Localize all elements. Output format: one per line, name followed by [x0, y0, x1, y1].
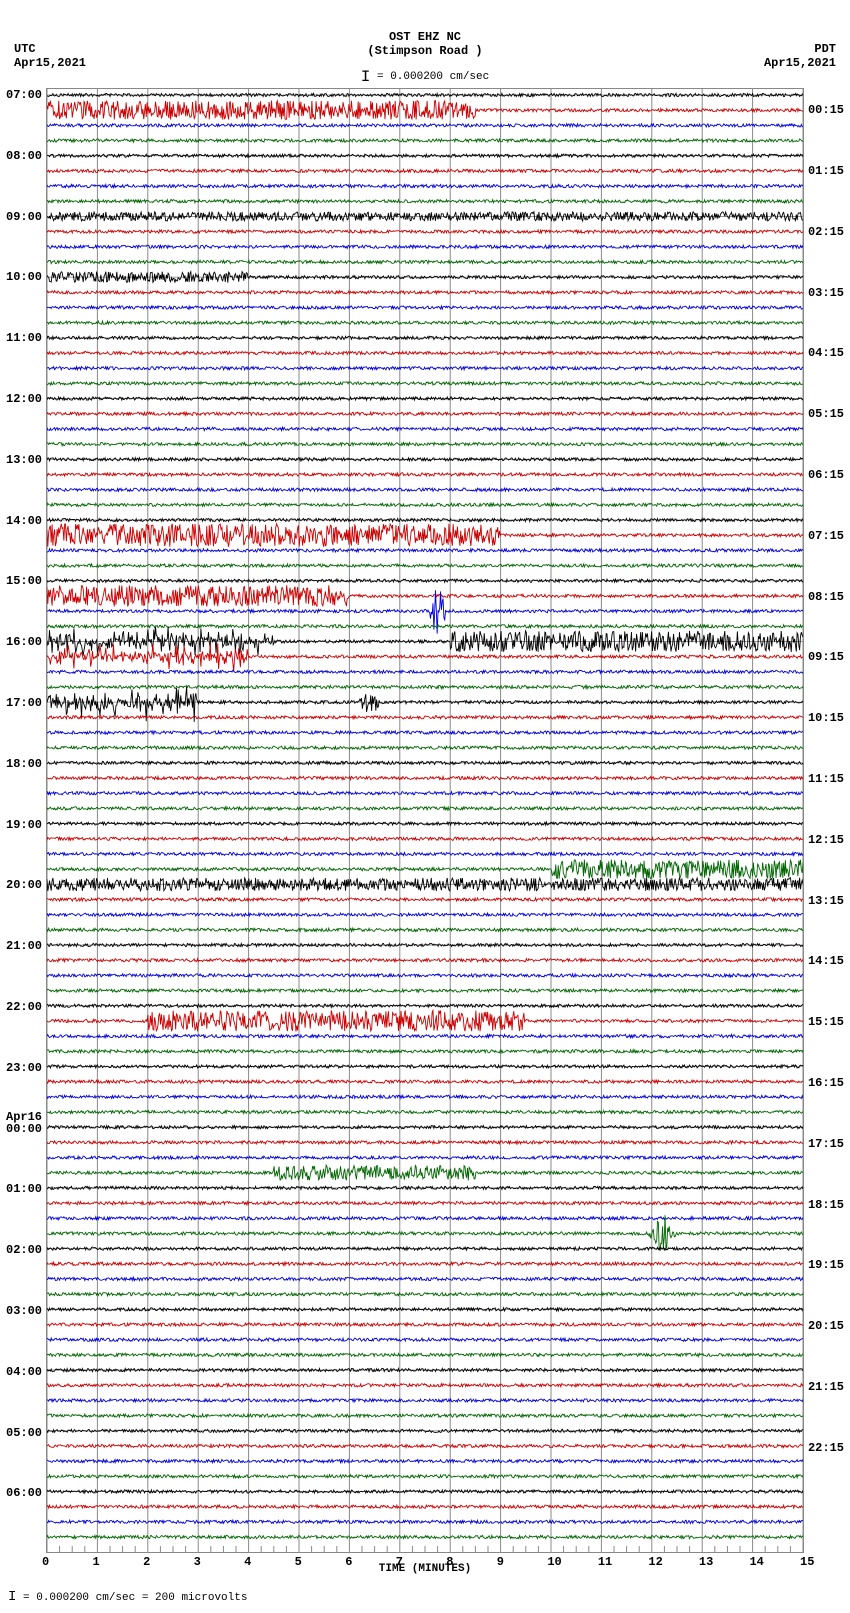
- pdt-hour-label: 04:15: [808, 346, 844, 360]
- utc-hour-label: 10:00: [6, 270, 42, 284]
- utc-hour-label: 11:00: [6, 331, 42, 345]
- utc-hour-label: 06:00: [6, 1486, 42, 1500]
- utc-hour-label: 12:00: [6, 392, 42, 406]
- x-tick-label: 11: [598, 1555, 612, 1569]
- tz-right-date: Apr15,2021: [764, 56, 836, 70]
- utc-hour-label: 03:00: [6, 1304, 42, 1318]
- pdt-hour-label: 00:15: [808, 103, 844, 117]
- utc-date-label: Apr16: [6, 1110, 42, 1124]
- tz-left-date: Apr15,2021: [14, 56, 86, 70]
- pdt-hour-label: 07:15: [808, 529, 844, 543]
- x-tick-label: 5: [295, 1555, 302, 1569]
- x-tick-label: 0: [42, 1555, 49, 1569]
- utc-hour-label: 22:00: [6, 1000, 42, 1014]
- pdt-hour-label: 19:15: [808, 1258, 844, 1272]
- header: OST EHZ NC (Stimpson Road ): [0, 30, 850, 59]
- pdt-hour-label: 06:15: [808, 468, 844, 482]
- pdt-hour-label: 09:15: [808, 650, 844, 664]
- x-tick-label: 4: [244, 1555, 251, 1569]
- utc-hour-label: 16:00: [6, 635, 42, 649]
- tz-right-label: PDT: [764, 42, 836, 56]
- x-tick-label: 15: [800, 1555, 814, 1569]
- pdt-hour-label: 22:15: [808, 1441, 844, 1455]
- tz-left-label: UTC: [14, 42, 86, 56]
- pdt-hour-label: 03:15: [808, 286, 844, 300]
- utc-hour-label: 01:00: [6, 1182, 42, 1196]
- utc-hour-label: 19:00: [6, 818, 42, 832]
- utc-hour-label: 23:00: [6, 1061, 42, 1075]
- tz-left: UTC Apr15,2021: [14, 42, 86, 70]
- footer-note: I = 0.000200 cm/sec = 200 microvolts: [8, 1589, 247, 1605]
- plot-area: [46, 88, 804, 1553]
- utc-hour-label: 05:00: [6, 1426, 42, 1440]
- pdt-hour-label: 15:15: [808, 1015, 844, 1029]
- utc-hour-label: 00:00: [6, 1122, 42, 1136]
- utc-hour-label: 02:00: [6, 1243, 42, 1257]
- station-code: OST EHZ NC: [0, 30, 850, 44]
- pdt-hour-label: 05:15: [808, 407, 844, 421]
- utc-hour-label: 07:00: [6, 88, 42, 102]
- utc-hour-label: 08:00: [6, 149, 42, 163]
- pdt-hour-label: 17:15: [808, 1137, 844, 1151]
- utc-hour-label: 17:00: [6, 696, 42, 710]
- pdt-hour-label: 02:15: [808, 225, 844, 239]
- helicorder-chart: OST EHZ NC (Stimpson Road ) UTC Apr15,20…: [0, 0, 850, 1613]
- utc-hour-label: 20:00: [6, 878, 42, 892]
- x-tick-label: 9: [497, 1555, 504, 1569]
- utc-hour-label: 15:00: [6, 574, 42, 588]
- utc-hour-label: 18:00: [6, 757, 42, 771]
- x-tick-label: 12: [648, 1555, 662, 1569]
- scale-note: I = 0.000200 cm/sec: [361, 66, 489, 84]
- utc-hour-label: 14:00: [6, 514, 42, 528]
- x-tick-label: 1: [93, 1555, 100, 1569]
- pdt-hour-label: 08:15: [808, 590, 844, 604]
- station-name: (Stimpson Road ): [0, 44, 850, 58]
- x-tick-label: 6: [345, 1555, 352, 1569]
- x-tick-label: 13: [699, 1555, 713, 1569]
- utc-hour-label: 04:00: [6, 1365, 42, 1379]
- utc-hour-label: 09:00: [6, 210, 42, 224]
- x-tick-label: 14: [749, 1555, 763, 1569]
- pdt-hour-label: 21:15: [808, 1380, 844, 1394]
- pdt-hour-label: 13:15: [808, 894, 844, 908]
- pdt-hour-label: 01:15: [808, 164, 844, 178]
- pdt-hour-label: 11:15: [808, 772, 844, 786]
- footer-text: = 0.000200 cm/sec = 200 microvolts: [23, 1592, 247, 1604]
- pdt-hour-label: 20:15: [808, 1319, 844, 1333]
- scale-text: = 0.000200 cm/sec: [377, 71, 489, 83]
- pdt-hour-label: 16:15: [808, 1076, 844, 1090]
- pdt-hour-label: 14:15: [808, 954, 844, 968]
- x-tick-label: 7: [396, 1555, 403, 1569]
- utc-hour-label: 13:00: [6, 453, 42, 467]
- helicorder-svg: [47, 89, 803, 1552]
- x-tick-label: 3: [194, 1555, 201, 1569]
- pdt-hour-label: 12:15: [808, 833, 844, 847]
- x-tick-label: 10: [547, 1555, 561, 1569]
- x-tick-label: 8: [446, 1555, 453, 1569]
- tz-right: PDT Apr15,2021: [764, 42, 836, 70]
- utc-hour-label: 21:00: [6, 939, 42, 953]
- x-axis-label: TIME (MINUTES): [0, 1563, 850, 1575]
- x-tick-label: 2: [143, 1555, 150, 1569]
- pdt-hour-label: 10:15: [808, 711, 844, 725]
- pdt-hour-label: 18:15: [808, 1198, 844, 1212]
